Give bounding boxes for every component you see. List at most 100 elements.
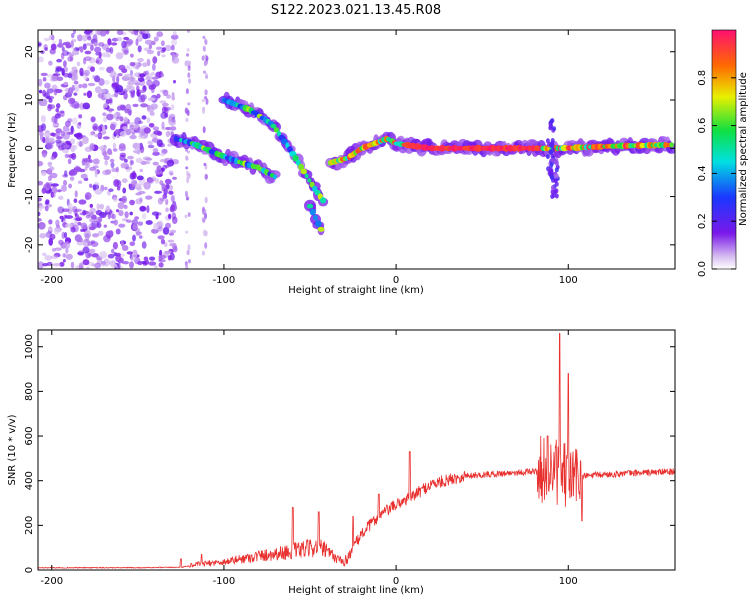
heatmap-noise-blob: [92, 233, 99, 238]
heatmap-noise-blob: [71, 117, 78, 125]
heatmap-noise-blob: [74, 213, 79, 218]
heatmap-ridge-cell: [298, 163, 304, 171]
heatmap-noise-blob: [146, 58, 151, 67]
heatmap-noise-blob: [86, 90, 93, 99]
heatmap-noise-blob: [160, 73, 165, 78]
heatmap-noise-blob: [122, 187, 127, 194]
colorbar-label: Normalized spectral amplitude: [738, 72, 749, 226]
heatmap-noise-blob: [140, 206, 146, 211]
heatmap-noise-blob: [62, 132, 70, 140]
heatmap-noise-blob: [70, 261, 75, 269]
heatmap-burst-cell: [549, 175, 554, 180]
heatmap-noise-blob: [136, 175, 144, 181]
heatmap-ridge-cell: [281, 138, 288, 145]
heatmap-noise-blob: [169, 229, 177, 234]
heatmap-noise-blob: [84, 146, 93, 152]
heatmap-noise-blob: [137, 58, 144, 62]
heatmap-noise-blob: [188, 78, 192, 84]
heatmap-noise-blob: [106, 113, 114, 121]
heatmap-noise-blob: [85, 42, 93, 47]
heatmap-noise-blob: [48, 137, 55, 144]
heatmap-noise-blob: [52, 40, 57, 44]
heatmap-noise-blob: [90, 44, 94, 51]
heatmap-noise-blob: [61, 231, 65, 239]
heatmap-noise-blob: [54, 113, 62, 119]
heatmap-noise-blob: [205, 75, 209, 79]
heatmap-noise-blob: [50, 255, 59, 259]
heatmap-noise-blob: [187, 102, 191, 106]
heatmap-noise-blob: [67, 158, 72, 165]
heatmap-noise-blob: [124, 204, 128, 210]
heatmap-noise-blob: [89, 166, 97, 171]
heatmap-noise-blob: [58, 38, 63, 45]
heatmap-noise-blob: [75, 265, 80, 269]
heatmap-noise-blob: [125, 168, 131, 173]
heatmap-y-tick-label: -20: [24, 237, 35, 253]
heatmap-noise-blob: [92, 158, 100, 165]
heatmap-noise-blob: [187, 30, 190, 33]
heatmap-noise-blob: [56, 58, 62, 63]
heatmap-noise-blob: [94, 133, 103, 138]
heatmap-noise-blob: [58, 239, 64, 246]
heatmap-noise-blob: [73, 166, 81, 173]
heatmap-noise-blob: [91, 263, 95, 267]
heatmap-noise-blob: [187, 72, 191, 78]
heatmap-noise-blob: [132, 222, 138, 231]
heatmap-noise-blob: [40, 223, 44, 230]
heatmap-noise-blob: [154, 190, 163, 194]
heatmap-noise-blob: [72, 70, 77, 79]
heatmap-burst-cell: [551, 192, 556, 198]
heatmap-noise-blob: [48, 219, 53, 225]
heatmap-noise-blob: [133, 124, 140, 131]
heatmap-noise-blob: [99, 30, 107, 37]
heatmap-noise-blob: [44, 92, 50, 99]
heatmap-ridge-cell: [309, 181, 315, 188]
heatmap-noise-blob: [71, 32, 75, 39]
heatmap-noise-blob: [157, 235, 165, 240]
heatmap-noise-blob: [171, 212, 177, 220]
heatmap-noise-blob: [98, 78, 105, 86]
heatmap-noise-blob: [201, 55, 205, 61]
heatmap-noise-blob: [67, 56, 73, 62]
heatmap-noise-blob: [68, 154, 75, 159]
heatmap-noise-blob: [119, 154, 126, 161]
heatmap-noise-blob: [55, 139, 62, 144]
heatmap-noise-blob: [116, 180, 122, 188]
heatmap-noise-blob: [203, 70, 206, 74]
heatmap-noise-blob: [97, 230, 104, 236]
heatmap-noise-blob: [139, 145, 145, 154]
heatmap-noise-blob: [121, 195, 128, 204]
heatmap-noise-blob: [83, 72, 89, 81]
heatmap-noise-blob: [57, 43, 64, 48]
heatmap-ridge-cell: [669, 142, 674, 148]
heatmap-noise-blob: [129, 199, 136, 206]
heatmap-noise-blob: [85, 161, 91, 169]
snr-x-axis-label: Height of straight line (km): [288, 585, 424, 596]
heatmap-noise-blob: [172, 31, 177, 36]
heatmap-noise-blob: [135, 65, 140, 70]
heatmap-noise-blob: [88, 248, 96, 254]
heatmap-noise-blob: [52, 263, 61, 267]
heatmap-noise-blob: [161, 47, 166, 52]
heatmap-noise-blob: [142, 30, 150, 34]
heatmap-noise-blob: [132, 252, 138, 258]
heatmap-noise-blob: [159, 152, 166, 157]
heatmap-noise-blob: [205, 98, 209, 105]
heatmap-noise-blob: [59, 110, 65, 114]
heatmap-noise-blob: [76, 61, 81, 67]
heatmap-noise-blob: [161, 148, 168, 155]
heatmap-y-tick-label: 20: [24, 45, 35, 58]
snr-y-tick-label: 400: [24, 471, 35, 490]
heatmap-noise-blob: [204, 212, 207, 219]
heatmap-noise-blob: [145, 157, 153, 161]
heatmap-noise-blob: [67, 202, 73, 210]
heatmap-noise-blob: [142, 33, 149, 40]
heatmap-noise-blob: [186, 60, 190, 66]
heatmap-noise-blob: [62, 253, 67, 258]
heatmap-noise-blob: [87, 211, 91, 217]
heatmap-noise-blob: [89, 203, 94, 208]
heatmap-noise-blob: [118, 210, 124, 217]
heatmap-noise-blob: [185, 190, 188, 198]
heatmap-frame: [37, 29, 676, 270]
